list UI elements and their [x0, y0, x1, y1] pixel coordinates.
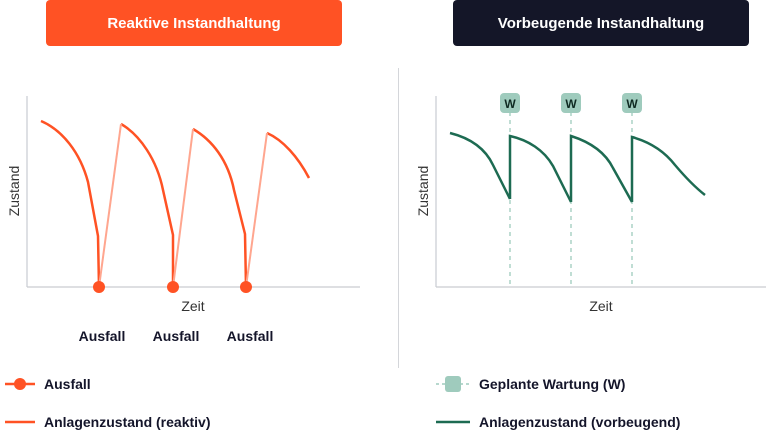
failure-label-2: Ausfall: [153, 328, 200, 344]
maintenance-marker-label: W: [504, 97, 516, 111]
legend-failure-dot: [14, 378, 26, 390]
reactive-wear-segment-1: [40, 119, 101, 288]
preventive-maintenance-header: Vorbeugende Instandhaltung: [453, 0, 749, 46]
preventive-segment-3: [569, 134, 634, 203]
preventive-segment-4: [630, 135, 706, 202]
legend-maintenance-label: Geplante Wartung (W): [479, 376, 625, 392]
legend-preventive-condition: Anlagenzustand (vorbeugend): [436, 414, 680, 430]
preventive-maintenance-title: Vorbeugende Instandhaltung: [497, 14, 705, 32]
failure-label-3: Ausfall: [227, 328, 274, 344]
maintenance-marker-1: W: [500, 93, 520, 113]
reactive-condition-curve: [40, 119, 311, 288]
legend-reactive-condition: Anlagenzustand (reaktiv): [5, 414, 210, 430]
maintenance-marker-3: W: [622, 93, 642, 113]
reactive-repair-line-1: [98, 123, 122, 288]
panel-divider: [398, 68, 399, 368]
maintenance-marker-label: W: [565, 97, 577, 111]
preventive-axes: [435, 96, 766, 288]
reactive-repair-line-3: [245, 132, 268, 288]
preventive-segment-1: [449, 131, 512, 200]
reactive-axes: [26, 96, 360, 288]
reactive-wear-segment-3: [192, 127, 248, 288]
failure-dot: [240, 281, 252, 293]
reactive-y-axis-label: Zustand: [6, 166, 22, 217]
legend-failure-label: Ausfall: [44, 376, 91, 392]
reactive-wear-segment-4: [266, 131, 311, 179]
legend-planned-maintenance: Geplante Wartung (W): [436, 376, 625, 392]
maintenance-marker-2: W: [561, 93, 581, 113]
preventive-x-axis-label: Zeit: [589, 298, 612, 314]
reactive-repair-line-2: [172, 128, 194, 288]
maintenance-marker-label: W: [626, 97, 638, 111]
failure-dot: [93, 281, 105, 293]
preventive-segment-2: [508, 134, 573, 203]
legend-maintenance-square: [445, 376, 461, 392]
legend-failure: Ausfall: [5, 376, 91, 392]
legend-reactive-label: Anlagenzustand (reaktiv): [44, 414, 210, 430]
failure-dot: [167, 281, 179, 293]
reactive-maintenance-title: Reaktive Instandhaltung: [107, 14, 281, 32]
failure-points: [93, 281, 252, 293]
reactive-wear-segment-2: [120, 122, 175, 287]
reactive-maintenance-header: Reaktive Instandhaltung: [46, 0, 342, 46]
reactive-x-axis-label: Zeit: [181, 298, 204, 314]
preventive-condition-curve: [449, 131, 706, 203]
failure-label-1: Ausfall: [79, 328, 126, 344]
legend-preventive-label: Anlagenzustand (vorbeugend): [479, 414, 680, 430]
preventive-y-axis-label: Zustand: [415, 166, 431, 217]
maintenance-guides: [509, 112, 633, 287]
reactive-repair-lines: [98, 123, 268, 288]
